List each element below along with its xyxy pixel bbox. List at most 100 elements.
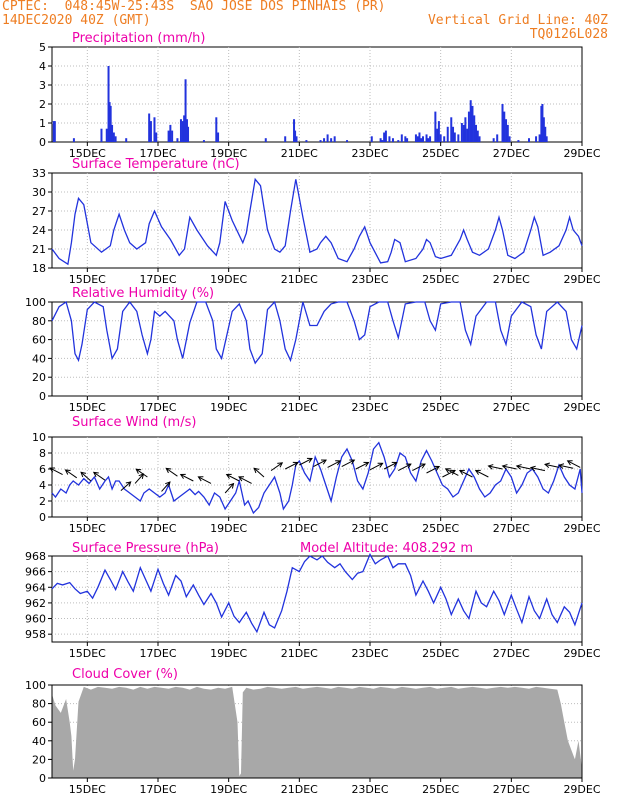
wind-arrow-head — [64, 469, 71, 475]
cloud-ytick-label: 20 — [32, 753, 46, 766]
header-vertical-grid-line: Vertical Grid Line: 40Z — [427, 13, 608, 28]
wind-arrow-head — [125, 481, 132, 487]
wind-arrow — [341, 459, 355, 468]
rh-ytick-label: 0 — [39, 390, 46, 403]
wind-arrow — [161, 481, 171, 492]
wind-arrow-head — [515, 464, 522, 470]
wind-arrow-head — [501, 464, 508, 470]
wind-arrow — [445, 468, 459, 476]
wind-arrow — [516, 465, 531, 470]
wind-ytick-label: 8 — [39, 447, 46, 460]
cloud-xtick-label: 21DEC — [281, 783, 318, 796]
temp-xtick-label: 25DEC — [422, 273, 459, 286]
wind-line — [51, 441, 583, 515]
wind-xtick-label: 23DEC — [351, 522, 388, 535]
rh-xtick-label: 23DEC — [351, 401, 388, 414]
wind-arrow-head — [558, 463, 565, 469]
precip-bar — [508, 136, 511, 142]
cloud-frame-top — [51, 684, 583, 779]
wind-xtick-label: 27DEC — [493, 522, 530, 535]
precip-bar — [181, 121, 184, 142]
precip-ytick-label: 3 — [39, 79, 46, 92]
precip-bar — [452, 126, 455, 142]
precip-bar — [295, 136, 298, 142]
wind-arrow — [253, 467, 265, 478]
temp-xtick-label: 21DEC — [281, 273, 318, 286]
wind-xtick-label: 17DEC — [139, 522, 176, 535]
precip-bar — [406, 138, 409, 142]
rh-xtick-label: 17DEC — [139, 401, 176, 414]
rh-line — [51, 300, 583, 365]
precip-bar — [264, 138, 267, 142]
precip-bar — [418, 132, 421, 142]
wind-arrow — [327, 460, 341, 468]
precip-bar — [404, 136, 407, 142]
precip-ytick-label: 2 — [39, 98, 46, 111]
precip-bar — [125, 138, 128, 142]
precip-bar — [176, 138, 179, 142]
precip-bar — [388, 136, 391, 142]
wind-arrow-head — [419, 463, 426, 469]
pressure-ytick-label: 962 — [25, 597, 46, 610]
wind-arrow-head — [253, 467, 260, 474]
rh-xtick-label: 21DEC — [281, 401, 318, 414]
cloud-xtick-label: 25DEC — [422, 783, 459, 796]
pressure-xtick-label: 29DEC — [563, 647, 600, 660]
precip-bar — [179, 119, 182, 142]
temp-ytick-label: 27 — [32, 205, 46, 218]
precip-bar — [469, 100, 472, 142]
wind-ytick-label: 2 — [39, 495, 46, 508]
precip-bar — [416, 136, 419, 142]
cloud-ytick-label: 40 — [32, 735, 46, 748]
wind-arrow-head — [335, 460, 342, 466]
wind-arrow-head — [225, 473, 232, 479]
precip-bar — [111, 124, 114, 142]
precip-bar — [478, 136, 481, 142]
precip-panel: 0 1 2 3 4 5 15DEC 17DEC 19DEC 21DEC 23DEC 25DEC 27DE… — [39, 31, 601, 160]
temp-title: Surface Temperature (nC) — [72, 157, 240, 172]
wind-arrow — [530, 467, 546, 472]
precip-bar — [108, 102, 111, 142]
wind-arrow — [426, 466, 440, 474]
wind-arrow — [134, 473, 144, 484]
rh-xtick-label: 19DEC — [210, 401, 247, 414]
precip-bar — [187, 126, 190, 142]
wind-ytick-label: 10 — [32, 431, 46, 444]
cloud-xtick-label: 27DEC — [493, 783, 530, 796]
rh-ytick-label: 20 — [32, 371, 46, 384]
wind-arrow — [412, 463, 426, 472]
wind-arrow-head — [277, 462, 284, 468]
precip-bar — [457, 134, 460, 142]
rh-xtick-label: 27DEC — [493, 401, 530, 414]
wind-arrow-head — [306, 457, 313, 463]
precip-bar — [105, 128, 108, 142]
wind-arrow-head — [165, 481, 171, 487]
wind-arrow — [224, 483, 234, 494]
wind-title: Surface Wind (m/s) — [72, 415, 196, 430]
pressure-xtick-label: 21DEC — [281, 647, 318, 660]
precip-bar — [436, 128, 439, 142]
precip-bar — [326, 134, 329, 142]
precip-ytick-label: 0 — [39, 136, 46, 149]
wind-arrow — [502, 465, 517, 470]
precip-bar — [473, 115, 476, 142]
precip-bar — [149, 121, 152, 142]
precip-xtick-label: 19DEC — [210, 147, 247, 160]
precip-bar — [148, 113, 151, 142]
temp-ytick-label: 24 — [32, 224, 46, 237]
wind-arrow-head — [444, 468, 451, 474]
wind-ytick-label: 4 — [39, 479, 46, 492]
wind-arrow — [355, 462, 369, 470]
precip-bar — [384, 130, 387, 142]
precip-bar — [346, 140, 349, 142]
pressure-line — [51, 552, 583, 634]
wind-arrow — [65, 469, 78, 479]
wind-arrow-head — [405, 463, 412, 469]
precip-bar — [535, 136, 538, 142]
wind-xtick-label: 15DEC — [69, 522, 106, 535]
precip-bar — [185, 119, 188, 142]
temp-xtick-label: 27DEC — [493, 273, 530, 286]
cloud-xtick-label: 19DEC — [210, 783, 247, 796]
wind-arrow-head — [292, 461, 299, 467]
wind-panel: 0 2 4 6 8 10 15DEC 17DEC 19DEC 21DEC 23DEC 25DEC 27D… — [32, 415, 601, 535]
